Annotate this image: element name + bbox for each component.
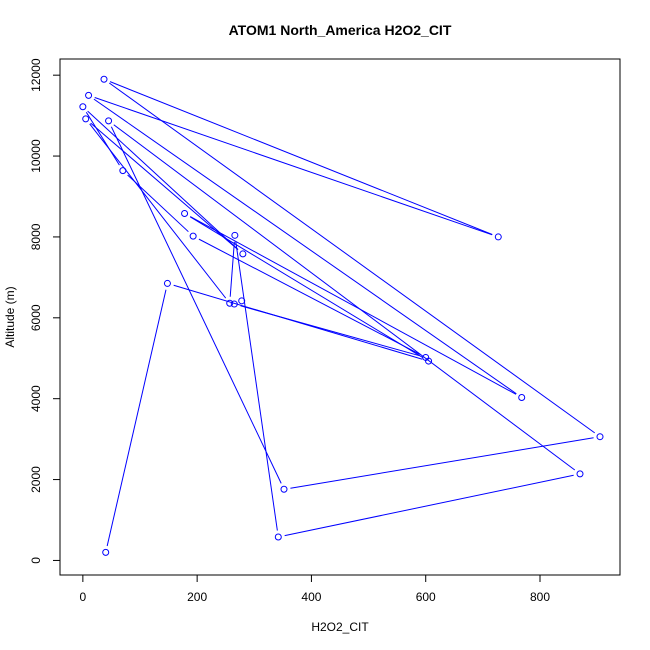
y-tick-label: 12000 bbox=[29, 58, 43, 92]
data-point bbox=[494, 233, 502, 241]
series-segment bbox=[284, 474, 574, 537]
data-point bbox=[79, 103, 87, 111]
series-segment bbox=[109, 81, 493, 235]
data-point bbox=[231, 231, 239, 239]
y-tick-label: 4000 bbox=[29, 385, 43, 412]
y-tick-label: 0 bbox=[29, 557, 43, 564]
data-point bbox=[181, 209, 189, 217]
series-segment bbox=[198, 238, 421, 355]
data-point bbox=[280, 485, 288, 493]
series-segment bbox=[85, 111, 120, 166]
data-point bbox=[226, 299, 234, 307]
x-axis-label: H2O2_CIT bbox=[311, 620, 369, 634]
x-tick-label: 600 bbox=[416, 590, 436, 604]
data-point bbox=[518, 393, 526, 401]
data-point bbox=[596, 433, 604, 441]
data-point bbox=[100, 75, 108, 83]
series-segment bbox=[229, 241, 235, 297]
series-segment bbox=[189, 216, 424, 359]
data-point bbox=[163, 279, 171, 287]
data-point bbox=[85, 91, 93, 99]
data-point bbox=[274, 533, 282, 541]
data-point bbox=[102, 548, 110, 556]
data-point bbox=[238, 297, 246, 305]
series-segment bbox=[113, 124, 576, 471]
x-tick-label: 200 bbox=[187, 590, 207, 604]
data-point bbox=[119, 167, 127, 175]
y-tick-label: 2000 bbox=[29, 466, 43, 493]
data-point bbox=[239, 250, 247, 258]
x-tick-label: 800 bbox=[530, 590, 550, 604]
data-series bbox=[79, 75, 604, 556]
y-tick-label: 10000 bbox=[29, 139, 43, 173]
series-segment bbox=[240, 305, 420, 357]
series-segment bbox=[106, 289, 167, 547]
series-segment bbox=[127, 174, 189, 233]
x-tick-label: 0 bbox=[80, 590, 87, 604]
x-axis: 0 200 400 600 800 bbox=[80, 574, 550, 604]
series-segment bbox=[93, 98, 517, 395]
x-tick-label: 400 bbox=[301, 590, 321, 604]
data-point bbox=[189, 232, 197, 240]
y-tick-label: 8000 bbox=[29, 223, 43, 250]
series-segment bbox=[90, 122, 239, 251]
series-segment bbox=[87, 110, 239, 250]
y-tick-label: 6000 bbox=[29, 304, 43, 331]
data-point bbox=[105, 117, 113, 125]
data-point bbox=[82, 115, 90, 123]
chart-title: ATOM1 North_America H2O2_CIT bbox=[229, 22, 452, 38]
data-point bbox=[422, 353, 430, 361]
series-segment bbox=[190, 216, 517, 395]
y-axis-label: Altitude (m) bbox=[3, 286, 17, 347]
y-axis: 0 2000 4000 6000 8000 10000 12000 bbox=[29, 58, 61, 564]
data-point bbox=[576, 470, 584, 478]
series-segment bbox=[108, 82, 596, 434]
series-segment bbox=[235, 241, 278, 531]
data-point bbox=[230, 300, 238, 308]
